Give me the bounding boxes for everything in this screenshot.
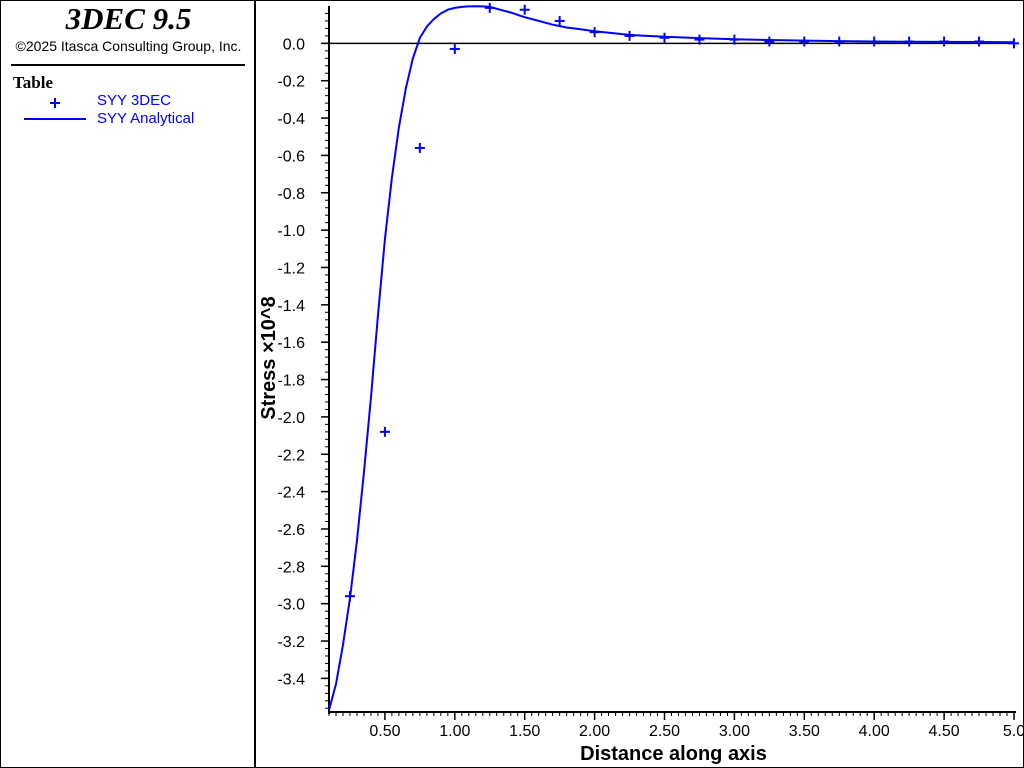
copyright-text: ©2025 Itasca Consulting Group, Inc. [15,38,242,54]
legend-label-syy-analytical: SYY Analytical [97,110,195,127]
plus-marker-icon [50,98,60,108]
line-marker-icon [24,118,86,120]
title-divider [11,64,245,66]
legend-title: Table [13,73,54,92]
app-title: 3DEC 9.5 [65,1,192,36]
legend-panel: 3DEC 9.5 ©2025 Itasca Consulting Group, … [1,1,256,767]
legend-label-syy-3dec: SYY 3DEC [97,92,171,109]
